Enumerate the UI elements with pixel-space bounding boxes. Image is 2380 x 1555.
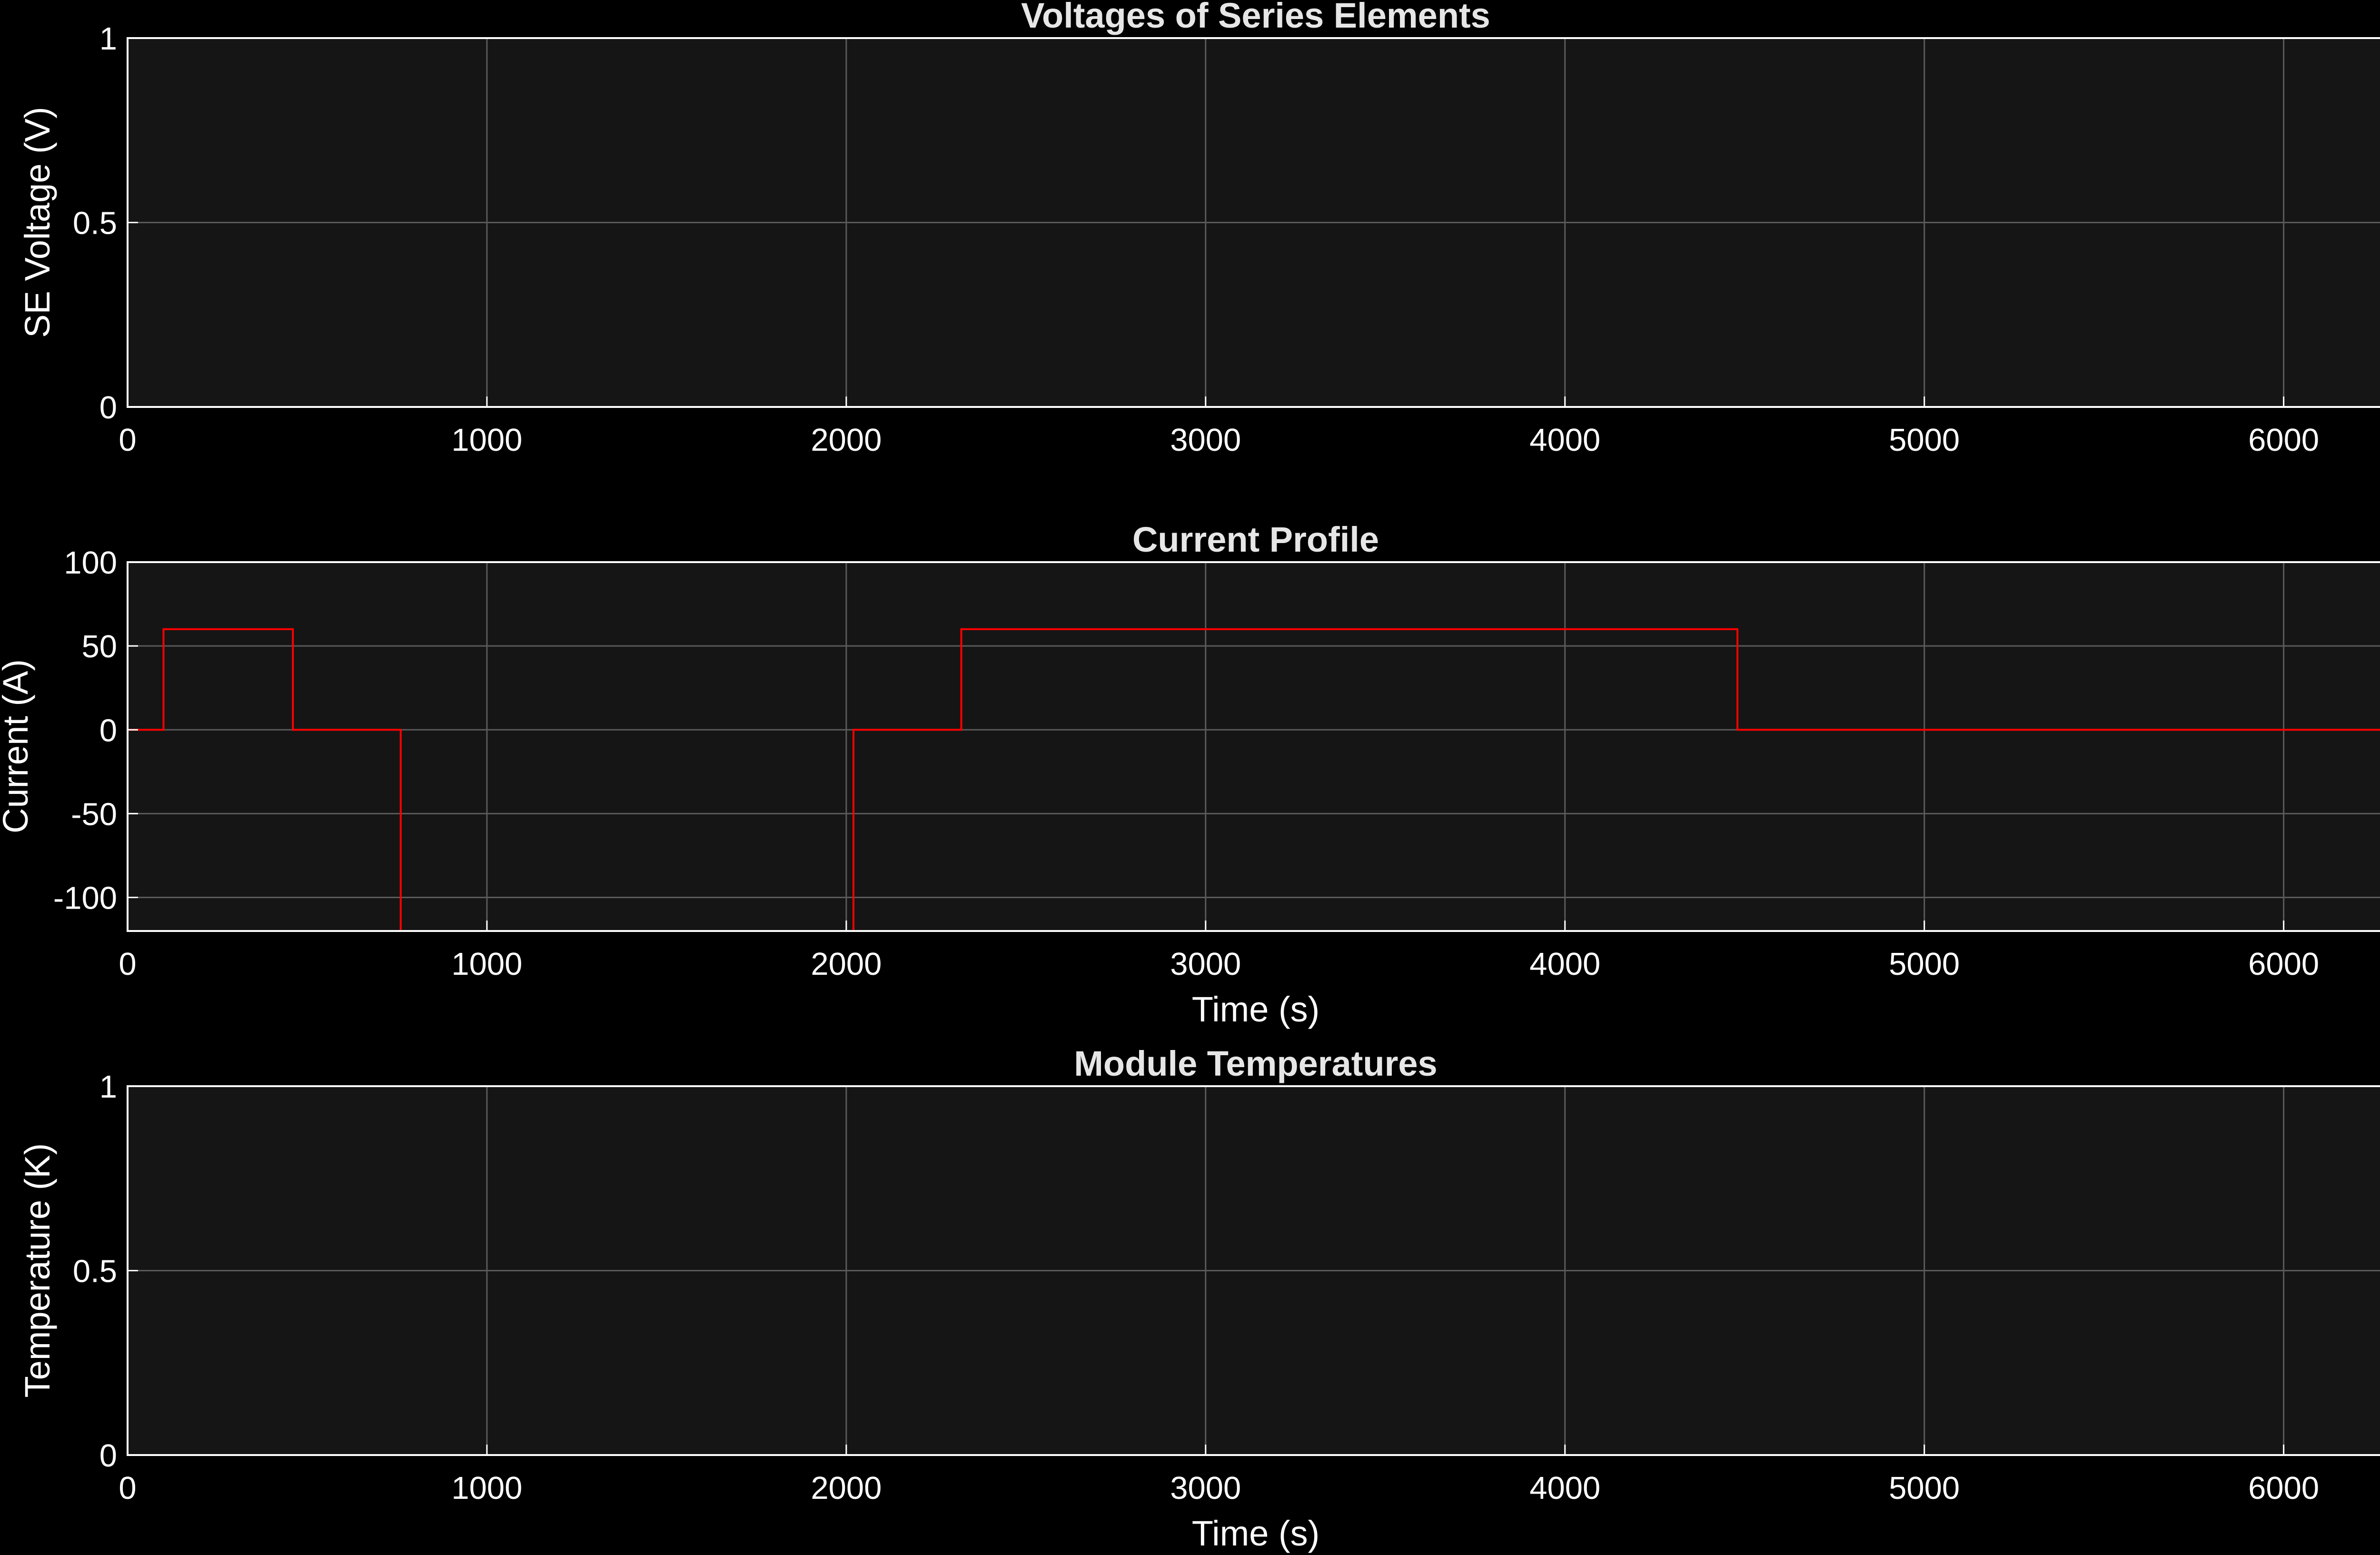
y-tick-label: 0 bbox=[99, 1438, 117, 1474]
axes-background bbox=[128, 562, 2380, 931]
axes-box bbox=[127, 561, 2380, 932]
x-tick-label: 4000 bbox=[1529, 1470, 1600, 1506]
x-tick-label: 4000 bbox=[1529, 422, 1600, 458]
grid bbox=[128, 1086, 2380, 1455]
ticks: 0 1000 2000 3000 4000 5000 6000 -100 -50 0 50 100 bbox=[53, 545, 2319, 982]
x-tick-label: 5000 bbox=[1889, 946, 1960, 982]
x-tick-label: 2000 bbox=[811, 946, 882, 982]
subplot-current: 0 1000 2000 3000 4000 5000 6000 -100 -50 0 50 100 C… bbox=[0, 520, 2380, 1029]
y-tick-label: 100 bbox=[64, 545, 117, 581]
y-axis-label: Current (A) bbox=[0, 659, 35, 833]
x-tick-label: 5000 bbox=[1889, 1470, 1960, 1506]
x-tick-label: 0 bbox=[119, 1470, 136, 1506]
x-tick-label: 3000 bbox=[1170, 946, 1241, 982]
x-tick-label: 3000 bbox=[1170, 422, 1241, 458]
x-axis-label: Time (s) bbox=[1192, 1514, 1320, 1553]
y-tick-label: 50 bbox=[81, 629, 117, 664]
y-tick-label: 0 bbox=[99, 390, 117, 426]
y-tick-label: 0.5 bbox=[73, 1254, 117, 1289]
y-tick-label: 0 bbox=[99, 713, 117, 748]
x-tick-label: 2000 bbox=[811, 422, 882, 458]
x-tick-label: 1000 bbox=[451, 422, 522, 458]
x-tick-label: 3000 bbox=[1170, 1470, 1241, 1506]
y-tick-label: -50 bbox=[71, 796, 117, 832]
chart-title: Module Temperatures bbox=[1074, 1044, 1437, 1083]
chart-title: Current Profile bbox=[1132, 520, 1379, 559]
x-tick-label: 1000 bbox=[451, 1470, 522, 1506]
x-tick-label: 1000 bbox=[451, 946, 522, 982]
y-tick-label: -100 bbox=[53, 881, 117, 916]
x-tick-label: 0 bbox=[119, 422, 136, 458]
chart-title: Voltages of Series Elements bbox=[1021, 0, 1490, 35]
subplot-voltages: 0 1000 2000 3000 4000 5000 6000 0 0.5 1 Voltages … bbox=[18, 0, 2380, 458]
x-tick-label: 2000 bbox=[811, 1470, 882, 1506]
ticks: 0 1000 2000 3000 4000 5000 6000 0 0.5 1 bbox=[73, 21, 2319, 458]
x-tick-label: 0 bbox=[119, 946, 136, 982]
y-axis-label: SE Voltage (V) bbox=[18, 107, 57, 337]
ticks: 0 1000 2000 3000 4000 5000 6000 0 0.5 1 bbox=[73, 1069, 2319, 1506]
x-tick-label: 4000 bbox=[1529, 946, 1600, 982]
y-tick-label: 1 bbox=[99, 21, 117, 57]
subplot-temperatures: 0 1000 2000 3000 4000 5000 6000 0 0.5 1 Module Te… bbox=[18, 1044, 2380, 1553]
x-tick-label: 6000 bbox=[2248, 422, 2319, 458]
y-tick-label: 0.5 bbox=[73, 206, 117, 241]
grid bbox=[128, 562, 2380, 931]
x-tick-label: 5000 bbox=[1889, 422, 1960, 458]
grid bbox=[128, 38, 2380, 407]
y-tick-label: 1 bbox=[99, 1069, 117, 1105]
x-tick-label: 6000 bbox=[2248, 946, 2319, 982]
x-tick-label: 6000 bbox=[2248, 1470, 2319, 1506]
y-axis-label: Temperature (K) bbox=[18, 1143, 57, 1398]
x-axis-label: Time (s) bbox=[1192, 990, 1320, 1029]
